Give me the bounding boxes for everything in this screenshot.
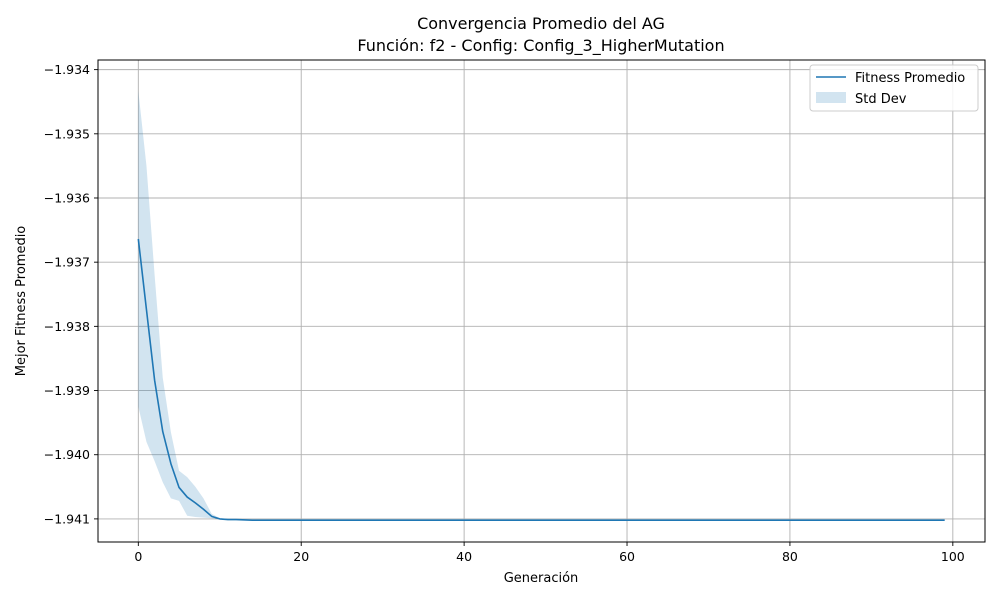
y-tick-label: −1.936 <box>44 190 90 205</box>
x-axis-label: Generación <box>504 571 579 586</box>
legend-box <box>809 64 979 112</box>
chart-subtitle: Función: f2 - Config: Config_3_HigherMut… <box>357 36 724 56</box>
legend-band-swatch <box>816 92 846 103</box>
legend-label-line: Fitness Promedio <box>855 71 965 86</box>
y-axis-label: Mejor Fitness Promedio <box>14 226 29 377</box>
grid-layer <box>98 60 985 542</box>
x-tick-label: 80 <box>782 549 798 564</box>
x-tick-label: 20 <box>293 549 309 564</box>
fitness-promedio-line <box>137 238 945 521</box>
y-tick-label: −1.941 <box>44 511 90 526</box>
x-tick-label: 60 <box>619 549 635 564</box>
tick-layer: 0 20 40 60 80 100 −1.941 −1.940 −1.939 −1.938 −1.9… <box>44 62 965 564</box>
plot-frame <box>97 59 986 543</box>
y-tick-label: −1.940 <box>44 447 90 462</box>
y-tick-label: −1.939 <box>44 383 90 398</box>
legend-label-band: Std Dev <box>855 92 907 107</box>
y-tick-label: −1.935 <box>44 126 90 141</box>
y-tick-label: −1.937 <box>44 255 90 270</box>
x-tick-label: 40 <box>456 549 472 564</box>
y-tick-label: −1.938 <box>44 319 90 334</box>
x-tick-label: 100 <box>941 549 965 564</box>
y-tick-label: −1.934 <box>44 62 90 77</box>
legend: Fitness Promedio Std Dev <box>809 64 979 112</box>
line-layer <box>137 238 945 521</box>
chart-title: Convergencia Promedio del AG <box>417 14 665 33</box>
x-tick-label: 0 <box>134 549 142 564</box>
